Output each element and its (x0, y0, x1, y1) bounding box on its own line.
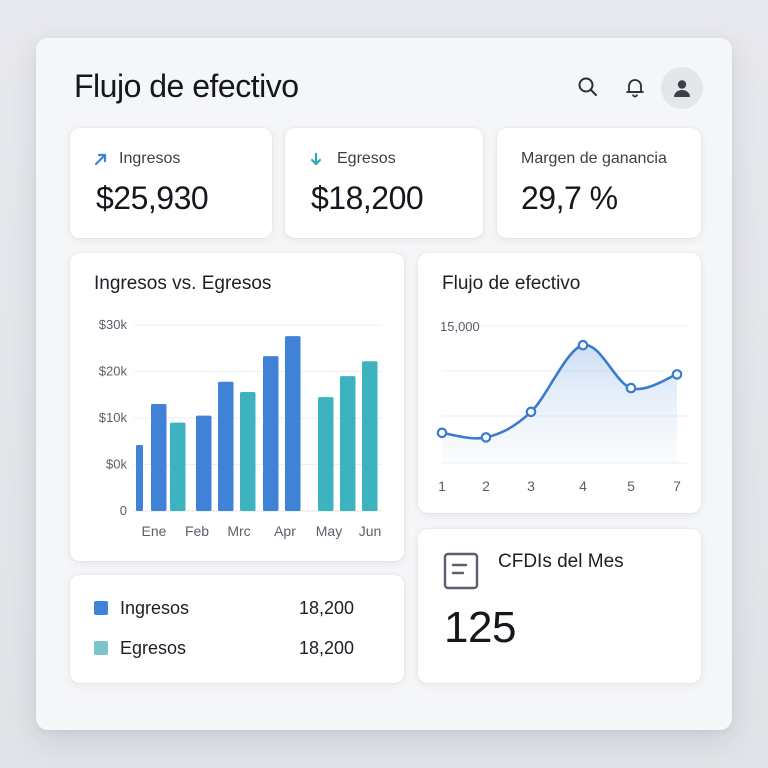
legend-card: Ingresos 18,200 Egresos 18,200 (70, 575, 404, 683)
avatar[interactable] (661, 67, 703, 109)
chart-title: Ingresos vs. Egresos (94, 273, 272, 294)
kpi-value: $25,930 (96, 180, 209, 216)
bar (340, 376, 356, 511)
bar (196, 415, 212, 511)
bell-icon[interactable] (622, 74, 648, 100)
x-tick-label: Jun (359, 523, 382, 539)
y-tick-label: 15,000 (440, 319, 480, 334)
cfdi-count: 125 (444, 603, 516, 652)
search-icon[interactable] (575, 74, 601, 100)
kpi-card-ingresos: Ingresos $25,930 (70, 128, 272, 238)
kpi-label: Margen de ganancia (521, 150, 667, 167)
data-point (480, 432, 492, 443)
document-icon (442, 551, 480, 596)
x-tick-label: May (316, 523, 342, 539)
data-point (525, 406, 537, 418)
y-tick-label: $0k (106, 457, 127, 472)
x-tick-label: 7 (673, 478, 681, 494)
legend-value: 18,200 (298, 637, 354, 658)
kpi-card-margen: Margen de ganancia 29,7 % (497, 128, 701, 238)
kpi-label: Ingresos (119, 150, 181, 167)
bar (136, 444, 143, 511)
kpi-card-egresos: Egresos $18,200 (285, 128, 483, 238)
bar (285, 336, 301, 511)
x-tick-label: Ene (142, 523, 167, 539)
line-chart: 15,000 1 2 3 4 5 7 (436, 319, 688, 494)
kpi-value: $18,200 (311, 180, 424, 216)
y-tick-label: $10k (99, 410, 128, 425)
bar-chart-card: Ingresos vs. Egresos $30k $20k $10k $0k 0 Ene… (70, 253, 404, 561)
x-tick-label: Apr (274, 523, 296, 539)
arrow-down-icon (309, 152, 323, 171)
y-tick-label: $20k (99, 364, 128, 379)
x-tick-label: Feb (185, 523, 209, 539)
area-fill (442, 344, 677, 463)
bar (263, 356, 279, 511)
y-tick-label: 0 (120, 503, 127, 518)
x-tick-label: Mrc (227, 523, 250, 539)
user-icon (674, 80, 690, 97)
bar-chart: $30k $20k $10k $0k 0 Ene Feb Mrc Apr May Jun (99, 317, 382, 539)
page-title: Flujo de efectivo (74, 68, 299, 104)
data-point (577, 339, 589, 351)
legend-swatch (94, 601, 108, 615)
cfdi-title: CFDIs del Mes (498, 551, 624, 572)
bar (170, 422, 186, 511)
x-tick-label: 5 (627, 478, 635, 494)
dashboard-panel: Flujo de efectivo Ingresos $25,930 Egres… (36, 38, 732, 730)
bar (151, 404, 167, 511)
data-point (625, 382, 637, 394)
x-tick-label: 3 (527, 478, 535, 494)
legend-name: Egresos (120, 637, 187, 658)
x-tick-label: 1 (438, 478, 446, 494)
x-tick-label: 4 (579, 478, 587, 494)
legend-item-egresos: Egresos 18,200 (94, 636, 354, 660)
line-chart-card: Flujo de efectivo 15,000 1 2 3 4 5 7 (418, 253, 701, 513)
kpi-value: 29,7 % (521, 180, 618, 216)
x-tick-label: 2 (482, 478, 490, 494)
legend-name: Ingresos (120, 597, 190, 618)
bar (240, 391, 256, 511)
data-point (436, 427, 448, 439)
arrow-up-right-icon (94, 152, 108, 171)
y-tick-label: $30k (99, 317, 128, 332)
kpi-label: Egresos (337, 150, 396, 167)
legend-swatch (94, 641, 108, 655)
legend-item-ingresos: Ingresos 18,200 (94, 596, 354, 620)
data-point (671, 369, 683, 380)
legend-value: 18,200 (298, 597, 354, 618)
bar (218, 381, 234, 511)
bar (362, 361, 378, 511)
chart-title: Flujo de efectivo (442, 273, 581, 294)
bar (318, 397, 334, 511)
cfdi-card: CFDIs del Mes 125 (418, 529, 701, 683)
